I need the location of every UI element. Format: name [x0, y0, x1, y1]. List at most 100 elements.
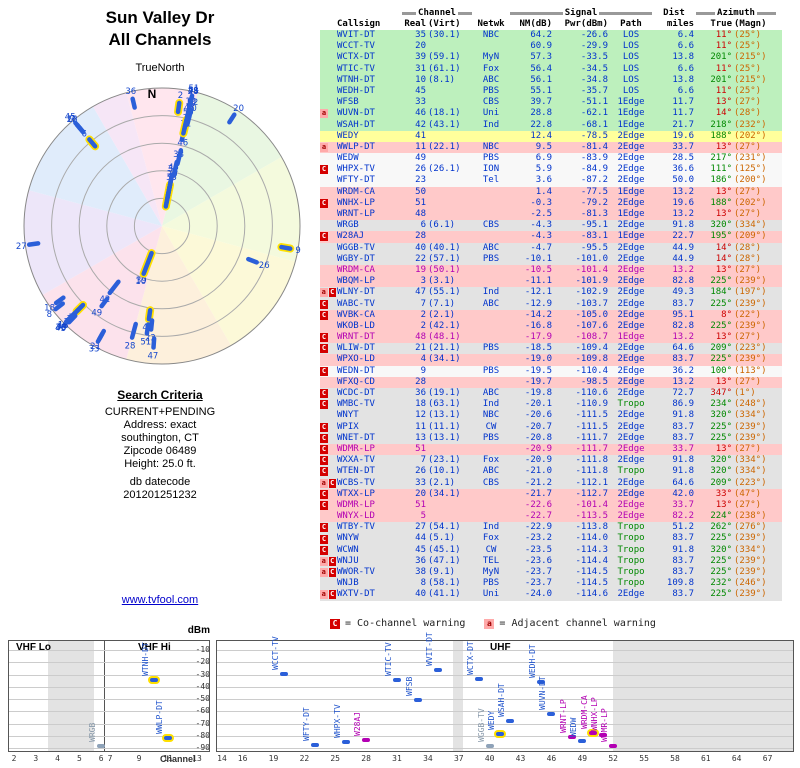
power-cell: -33.5 [580, 52, 608, 63]
col-pwr: Pwr(dBm) [564, 19, 608, 29]
power-cell: -26.6 [580, 30, 608, 40]
tvfool-link[interactable]: www.tvfool.com [121, 594, 199, 606]
noise-margin-cell: -22.9 [524, 522, 552, 533]
station-chart-label: WCCT-TV [270, 636, 280, 671]
azimuth-true-cell: 13° [715, 332, 732, 343]
channel-tick-label: 9 [136, 754, 142, 763]
power-cell: -101.4 [575, 264, 608, 275]
col-magn: (Magn) [734, 19, 767, 29]
path-cell: 2Edge [617, 443, 645, 454]
distance-cell: 64.6 [672, 477, 694, 488]
polar-sector [28, 106, 163, 226]
channel-tick-label: 43 [515, 754, 526, 763]
distance-cell: 82.2 [672, 511, 694, 522]
network-cell: ABC [482, 298, 500, 309]
azimuth-true-cell: 347° [710, 388, 732, 398]
polar-sector [162, 226, 296, 346]
callsign-cell: WUVN-DT [337, 108, 375, 119]
table-row: C WLIW-DT 21 (21.1) PBS -18.5 -109.4 2Edge 64.6 2… [320, 343, 782, 355]
dbm-tick-label: -80 [195, 730, 210, 740]
cochannel-warning-badge: C [320, 422, 328, 432]
adjacent-legend-icon: a [484, 618, 495, 629]
polar-channel-label: 21 [90, 342, 101, 352]
azimuth-true-cell: 13° [715, 97, 732, 108]
polar-channel-label: 28 [125, 341, 136, 351]
azimuth-true-cell: 320° [710, 466, 732, 477]
callsign-cell: WGGB-TV [337, 242, 375, 253]
station-marker [537, 679, 546, 684]
power-cell: -109.4 [575, 343, 608, 354]
azimuth-true-cell: 13° [715, 186, 732, 197]
station-chart-label: WRNT-LP [559, 699, 568, 734]
azimuth-magnetic-cell: (232°) [734, 119, 767, 130]
azimuth-true-cell: 11° [715, 30, 732, 40]
distance-cell: 21.7 [672, 119, 694, 130]
polar-channel-label: 23 [145, 334, 156, 344]
network-cell: ABC [482, 242, 500, 253]
station-chart-label: WCTX-DT [466, 641, 476, 675]
cochannel-warning-badge: C [320, 523, 328, 533]
azimuth-true-cell: 188° [710, 197, 732, 208]
real-channel-cell: 45 [415, 85, 426, 96]
path-cell: LOS [622, 74, 640, 85]
distance-cell: 91.8 [672, 410, 694, 421]
path-cell: 2Edge [617, 197, 645, 208]
path-cell: LOS [622, 52, 640, 63]
col-netwk: Netwk [477, 19, 505, 29]
station-chart-label: WRDM-CA [579, 694, 589, 729]
cochannel-warning-badge: C [320, 545, 328, 555]
real-channel-cell: 41 [415, 130, 426, 141]
warning-markers: C [320, 165, 336, 175]
noise-margin-cell: 9.5 [535, 141, 552, 152]
virtual-channel-cell: (11.1) [428, 421, 461, 432]
noise-margin-cell: -19.5 [524, 365, 552, 376]
station-chart-label: WEDH-DT [528, 643, 538, 678]
callsign-cell: WABC-TV [337, 298, 375, 309]
distance-cell: 13.2 [672, 332, 694, 343]
station-chart-label: WFTY-DT [301, 706, 311, 741]
virtual-channel-cell: (7.1) [428, 298, 456, 309]
real-channel-cell: 39 [415, 52, 426, 63]
noise-margin-cell: -17.9 [524, 332, 552, 343]
azimuth-true-cell: 13° [715, 443, 732, 454]
callsign-cell: WVIT-DT [337, 30, 375, 40]
path-cell: 2Edge [617, 242, 645, 253]
callsign-cell: WVBK-CA [337, 309, 375, 320]
polar-channel-label: 4 [62, 319, 67, 329]
vhf-unused-band [48, 641, 94, 751]
cochannel-warning-badge: C [320, 400, 328, 410]
gridline [217, 674, 793, 676]
cochannel-warning-badge: C [320, 389, 328, 399]
path-cell: Tropo [617, 533, 645, 544]
azimuth-magnetic-cell: (334°) [734, 455, 767, 466]
callsign-cell: WLNY-DT [337, 287, 375, 298]
noise-margin-cell: -4.3 [530, 220, 552, 231]
virtual-channel-cell: (43.1) [428, 119, 461, 130]
polar-channel-label: 47 [147, 352, 158, 362]
adjacent-warning-badge: a [320, 142, 328, 152]
polar-station-marker [129, 321, 138, 340]
polar-station-marker [148, 318, 155, 332]
station-chart-label: WRGB [88, 722, 98, 742]
noise-margin-cell: -18.5 [524, 343, 552, 354]
upper-uhf-band [613, 641, 793, 751]
azimuth-magnetic-cell: (28°) [734, 253, 762, 264]
callsign-cell: WTIC-TV [337, 63, 375, 74]
azimuth-magnetic-cell: (239°) [734, 320, 767, 331]
gridline [9, 735, 209, 737]
power-cell: -114.4 [575, 555, 608, 566]
polar-channel-label: 51 [188, 86, 199, 96]
power-cell: -110.4 [575, 365, 608, 376]
polar-ring [106, 170, 218, 282]
azimuth-true-cell: 188° [710, 130, 732, 141]
warning-markers: C [320, 445, 336, 455]
cochannel-warning-badge: C [320, 433, 328, 443]
noise-margin-cell: -23.6 [524, 555, 552, 566]
real-channel-cell: 20 [415, 41, 426, 52]
path-cell: 2Edge [617, 253, 645, 264]
polar-station-marker [99, 296, 110, 309]
callsign-cell: WTEN-DT [337, 466, 375, 477]
station-marker [609, 744, 618, 748]
virtual-channel-cell: (5.1) [428, 533, 456, 544]
real-channel-cell: 33 [415, 97, 426, 108]
